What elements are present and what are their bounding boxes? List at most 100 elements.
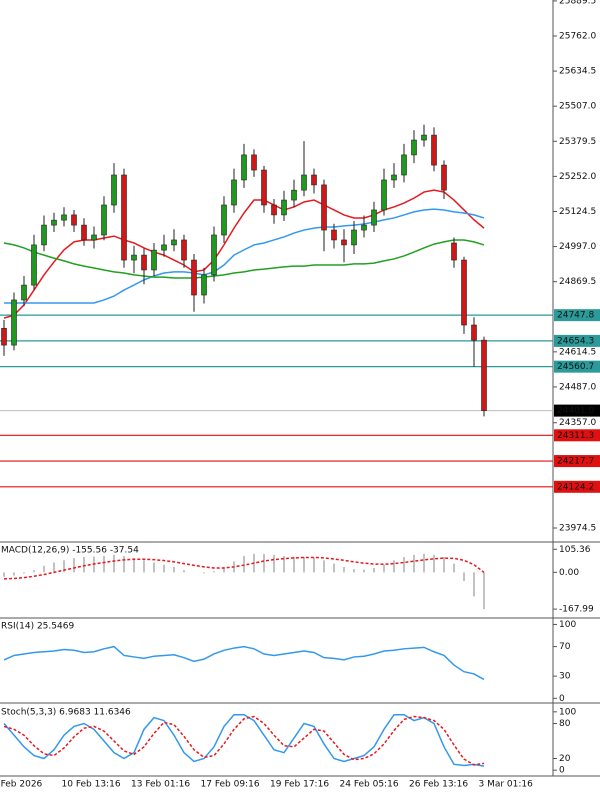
candle-body [181,239,187,261]
x-tick-label: 6 Feb 2026 [0,780,43,790]
indicator-line [3,715,485,766]
candle-body [441,164,447,191]
candle-body [1,328,7,346]
candle-body [171,239,177,246]
candle-body [201,274,207,296]
candle-body [431,134,437,166]
candle-body [451,242,457,261]
y-tick-label: 25252.0 [559,172,596,182]
candle-body [91,234,97,241]
macd-bar [423,553,425,573]
candle-body [421,134,427,141]
x-tick-label: 17 Feb 09:16 [201,780,260,790]
candle-body [231,179,237,206]
macd-bar [33,570,35,573]
candle-body [341,239,347,246]
y-tick-label: 0 [559,694,565,704]
level-box [554,309,600,322]
macd-bar [443,557,445,573]
candle-body [11,299,17,346]
macd-bar [313,557,315,573]
macd-bar [463,572,465,582]
candle-body [331,229,337,241]
macd-bar [213,571,215,573]
candle-body [391,174,397,181]
candle-body [241,154,247,181]
y-tick-label: 70 [559,642,571,652]
y-tick-label: 25507.0 [559,102,596,112]
macd-bar [183,570,185,573]
macd-bar [333,563,335,573]
y-tick-label: 24487.0 [559,382,596,392]
macd-bar [153,562,155,573]
y-tick-label: 24614.5 [559,347,596,357]
macd-bar [323,560,325,573]
y-tick-label: -167.99 [559,605,594,615]
level-label: 24217.7 [557,457,594,467]
macd-bar [123,555,125,573]
y-tick-label: 100 [559,707,576,717]
y-tick-label: 25889.5 [559,0,596,6]
macd-bar [453,563,455,573]
last-price-label: 24401.0 [557,406,594,416]
macd-bar [293,556,295,573]
candle-body [321,184,327,231]
candle-body [101,204,107,236]
candle-body [211,234,217,276]
macd-bar [13,572,15,576]
y-tick-label: 25124.5 [559,207,596,217]
candle-body [41,224,47,246]
macd-bar [363,569,365,573]
macd-bar [113,554,115,573]
candle-body [191,259,197,296]
macd-bar [273,554,275,573]
candle-body [301,174,307,191]
macd-bar [143,560,145,573]
y-tick-label: 24357.0 [559,418,596,428]
indicator-line [3,645,485,681]
y-tick-label: 30 [559,672,571,682]
candle-body [31,244,37,286]
macd-bar [23,572,25,574]
macd-bar [433,554,435,573]
macd-bar [263,553,265,573]
macd-bar [223,566,225,573]
level-box [554,455,600,468]
candle-body [71,214,77,226]
candle-body [141,254,147,271]
y-tick-label: 25762.0 [559,32,596,42]
candle-body [471,324,477,341]
y-tick-label: 20 [559,754,571,764]
level-label: 24124.2 [557,482,594,492]
candle-body [311,174,317,186]
x-tick-label: 10 Feb 13:16 [62,780,121,790]
macd-bar [403,557,405,573]
level-label: 24654.3 [557,336,594,346]
candle-body [361,224,367,231]
macd-bar [353,569,355,573]
macd-bar [3,572,5,577]
macd-bar [383,564,385,573]
macd-bar [473,572,475,597]
y-tick-label: 0.00 [559,568,579,578]
level-box [554,334,600,347]
level-label: 24560.7 [557,362,594,372]
candle-body [261,169,267,206]
y-tick-label: 105.36 [559,545,591,555]
y-tick-label: 25379.5 [559,137,596,147]
x-tick-label: 19 Feb 17:16 [270,780,329,790]
macd-bar [343,566,345,573]
candle-body [221,204,227,236]
y-tick-label: 100 [559,620,576,630]
candle-body [161,244,167,251]
macd-bar [133,558,135,573]
macd-bar [393,560,395,573]
macd-bar [73,558,75,573]
x-tick-label: 13 Feb 01:16 [131,780,190,790]
level-label: 24311.3 [557,431,594,441]
candle-body [291,189,297,201]
candle-body [111,174,117,206]
last-price-box [554,404,600,417]
